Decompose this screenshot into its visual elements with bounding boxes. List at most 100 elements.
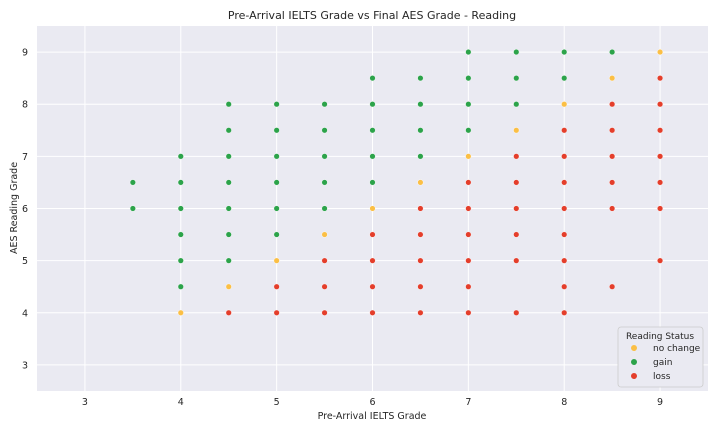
point-gain	[273, 179, 280, 186]
point-gain	[513, 49, 520, 56]
point-loss	[321, 309, 328, 316]
point-loss	[561, 153, 568, 160]
point-gain	[177, 283, 184, 290]
point-gain	[225, 205, 232, 212]
point-no-change	[657, 49, 664, 56]
point-gain	[369, 153, 376, 160]
legend-marker-gain	[631, 359, 637, 365]
point-loss	[561, 309, 568, 316]
point-gain	[369, 179, 376, 186]
point-loss	[369, 309, 376, 316]
legend: Reading Status no change gain loss	[617, 326, 704, 388]
point-gain	[177, 257, 184, 264]
point-gain	[129, 205, 136, 212]
point-no-change	[273, 257, 280, 264]
point-loss	[657, 179, 664, 186]
point-loss	[657, 127, 664, 134]
point-loss	[273, 283, 280, 290]
point-gain	[225, 257, 232, 264]
point-loss	[369, 257, 376, 264]
point-gain	[417, 101, 424, 108]
x-tick-labels: 3 4 5 6 7 8 9	[82, 397, 663, 408]
y-tick-label: 7	[22, 152, 28, 163]
point-loss	[609, 179, 616, 186]
point-gain	[177, 231, 184, 238]
y-tick-label: 5	[22, 256, 28, 267]
point-loss	[225, 309, 232, 316]
point-loss	[513, 231, 520, 238]
point-gain	[225, 127, 232, 134]
point-gain	[321, 179, 328, 186]
point-no-change	[369, 205, 376, 212]
point-loss	[657, 101, 664, 108]
point-loss	[561, 127, 568, 134]
y-tick-labels: 3 4 5 6 7 8 9	[22, 48, 28, 372]
point-gain	[513, 101, 520, 108]
point-no-change	[321, 231, 328, 238]
x-axis-label: Pre-Arrival IELTS Grade	[318, 411, 427, 422]
point-no-change	[513, 127, 520, 134]
point-loss	[561, 257, 568, 264]
point-gain	[561, 75, 568, 82]
point-loss	[417, 283, 424, 290]
point-no-change	[561, 101, 568, 108]
y-axis-label: AES Reading Grade	[9, 162, 20, 254]
x-tick-label: 7	[465, 397, 471, 408]
point-gain	[273, 231, 280, 238]
point-no-change	[609, 75, 616, 82]
legend-box	[617, 326, 704, 388]
point-loss	[417, 205, 424, 212]
point-gain	[465, 127, 472, 134]
point-loss	[417, 257, 424, 264]
point-gain	[369, 75, 376, 82]
point-gain	[561, 49, 568, 56]
point-loss	[609, 153, 616, 160]
point-loss	[513, 179, 520, 186]
point-loss	[273, 309, 280, 316]
point-loss	[561, 179, 568, 186]
legend-label: gain	[653, 358, 672, 368]
point-loss	[465, 205, 472, 212]
point-loss	[513, 257, 520, 264]
point-gain	[465, 49, 472, 56]
point-loss	[417, 309, 424, 316]
point-loss	[657, 153, 664, 160]
point-gain	[513, 75, 520, 82]
point-gain	[177, 179, 184, 186]
point-gain	[225, 101, 232, 108]
point-gain	[321, 205, 328, 212]
legend-marker-loss	[631, 373, 637, 379]
y-tick-label: 9	[22, 48, 28, 59]
x-tick-label: 8	[561, 397, 567, 408]
y-tick-label: 3	[22, 360, 28, 371]
y-tick-label: 8	[22, 100, 28, 111]
point-gain	[321, 127, 328, 134]
point-loss	[657, 75, 664, 82]
y-tick-label: 4	[22, 308, 28, 319]
point-loss	[609, 205, 616, 212]
point-loss	[561, 231, 568, 238]
x-tick-label: 6	[369, 397, 375, 408]
point-loss	[465, 179, 472, 186]
point-loss	[321, 257, 328, 264]
point-gain	[465, 75, 472, 82]
point-gain	[465, 101, 472, 108]
point-gain	[225, 179, 232, 186]
point-no-change	[177, 309, 184, 316]
point-loss	[417, 231, 424, 238]
point-gain	[225, 153, 232, 160]
point-no-change	[225, 283, 232, 290]
point-no-change	[465, 153, 472, 160]
point-gain	[321, 101, 328, 108]
chart-title: Pre-Arrival IELTS Grade vs Final AES Gra…	[228, 9, 516, 22]
point-gain	[273, 205, 280, 212]
point-loss	[369, 283, 376, 290]
point-gain	[225, 231, 232, 238]
point-no-change	[417, 179, 424, 186]
point-gain	[177, 153, 184, 160]
data-points	[129, 49, 664, 316]
point-gain	[609, 49, 616, 56]
x-tick-label: 9	[657, 397, 663, 408]
x-tick-label: 3	[82, 397, 88, 408]
